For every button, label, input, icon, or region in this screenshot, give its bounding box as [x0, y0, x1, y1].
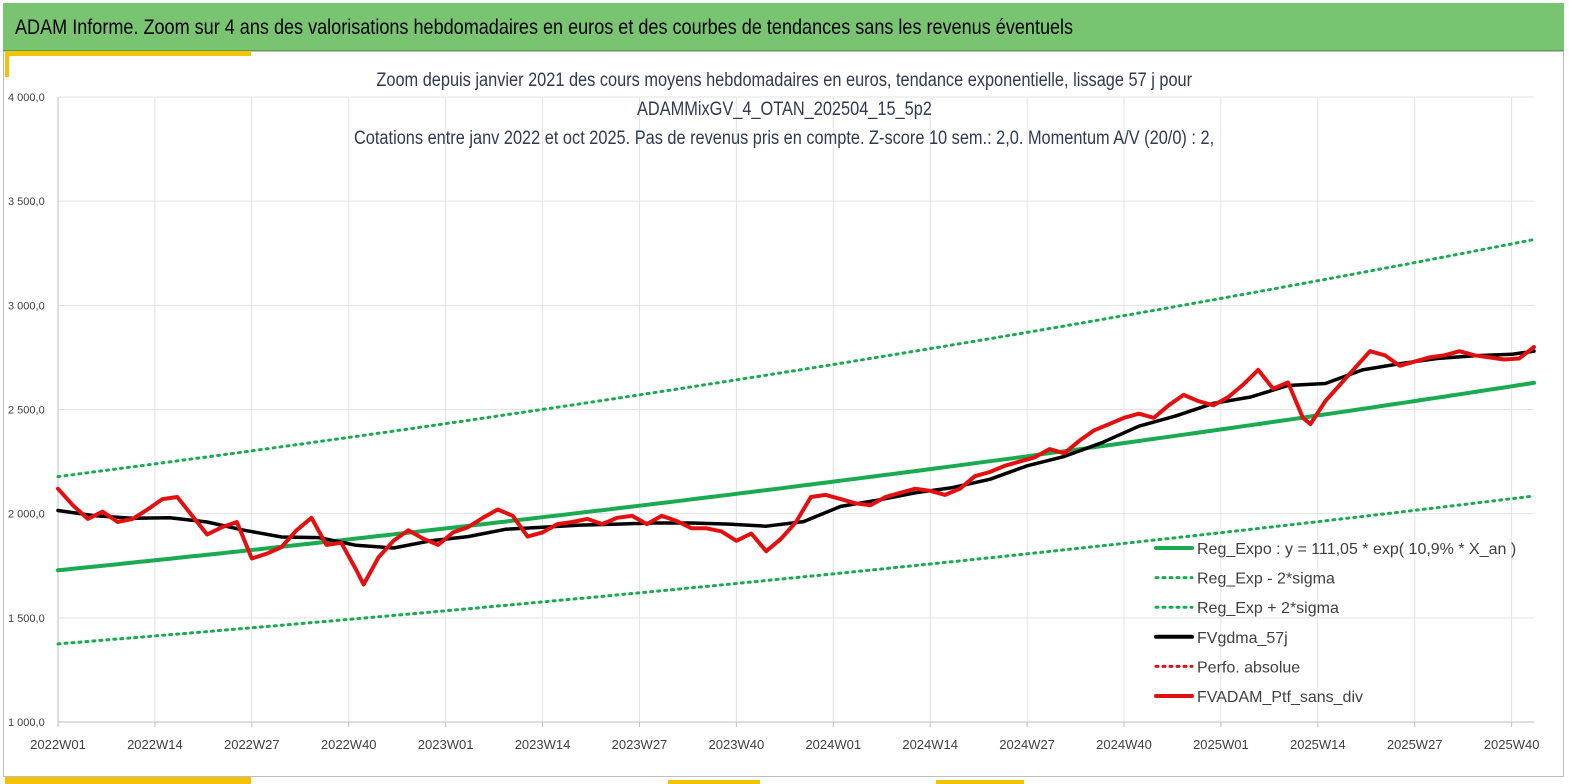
- chart-frame: [3, 51, 1564, 777]
- y-tick-label: 1 000,0: [8, 717, 45, 729]
- x-tick-label: 2024W40: [1096, 737, 1152, 752]
- x-tick-label: 2023W14: [515, 737, 571, 752]
- legend-label: Perfo. absolue: [1197, 659, 1300, 676]
- x-tick-label: 2024W14: [902, 737, 958, 752]
- x-tick-label: 2022W14: [127, 737, 183, 752]
- legend: Reg_Expo : y = 111,05 * exp( 10,9% * X_a…: [1154, 541, 1516, 706]
- series-layer: [56, 238, 1536, 646]
- legend-label: FVgdma_57j: [1197, 630, 1288, 647]
- chart-title-line-2: ADAMMixGV_4_OTAN_202504_15_5p2: [637, 99, 932, 120]
- x-tick-label: 2025W14: [1290, 737, 1346, 752]
- grid-layer: [58, 96, 1534, 722]
- legend-label: FVADAM_Ptf_sans_div: [1197, 689, 1363, 706]
- accent-bar-bottom-3: [936, 780, 1024, 784]
- chart-title-line-1: Zoom depuis janvier 2021 des cours moyen…: [376, 70, 1193, 91]
- x-tick-label: 2025W27: [1387, 737, 1443, 752]
- x-tick-label: 2022W40: [321, 737, 377, 752]
- accent-bar-bottom: [5, 777, 251, 784]
- y-tick-label: 1 500,0: [8, 613, 45, 625]
- x-tick-label: 2023W01: [418, 737, 474, 752]
- accent-bar-left: [5, 51, 9, 77]
- x-tick-label: 2024W27: [999, 737, 1055, 752]
- x-tick-label: 2023W40: [709, 737, 765, 752]
- series-line-3: [56, 349, 1536, 550]
- series-line-2: [56, 238, 1536, 479]
- legend-label: Reg_Expo : y = 111,05 * exp( 10,9% * X_a…: [1197, 541, 1516, 558]
- series-line-1: [56, 494, 1536, 646]
- y-tick-label: 3 500,0: [8, 196, 45, 208]
- accent-bar-bottom-2: [668, 780, 760, 784]
- accent-bar-top: [5, 51, 251, 56]
- x-tick-label: 2025W40: [1484, 737, 1540, 752]
- axis-layer: 1 000,0 1 500,0 2 000,0 2 500,0 3 000,0 3 500…: [8, 92, 1539, 752]
- x-tick-label: 2022W27: [224, 737, 280, 752]
- y-tick-label: 4 000,0: [8, 92, 45, 104]
- y-tick-label: 3 000,0: [8, 300, 45, 312]
- x-tick-label: 2025W01: [1193, 737, 1249, 752]
- page-title: ADAM Informe. Zoom sur 4 ans des valoris…: [15, 16, 1074, 39]
- series-line-5: [56, 345, 1536, 587]
- series-line-0: [56, 380, 1536, 573]
- chart-title-line-3: Cotations entre janv 2022 et oct 2025. P…: [354, 128, 1215, 149]
- legend-label: Reg_Exp + 2*sigma: [1197, 600, 1339, 617]
- legend-label: Reg_Exp - 2*sigma: [1197, 571, 1335, 588]
- header-banner: ADAM Informe. Zoom sur 4 ans des valoris…: [3, 3, 1564, 51]
- x-tick-label: 2024W01: [805, 737, 861, 752]
- y-tick-label: 2 500,0: [8, 405, 45, 417]
- x-tick-label: 2022W01: [30, 737, 86, 752]
- y-tick-label: 2 000,0: [8, 509, 45, 521]
- x-tick-label: 2023W27: [612, 737, 668, 752]
